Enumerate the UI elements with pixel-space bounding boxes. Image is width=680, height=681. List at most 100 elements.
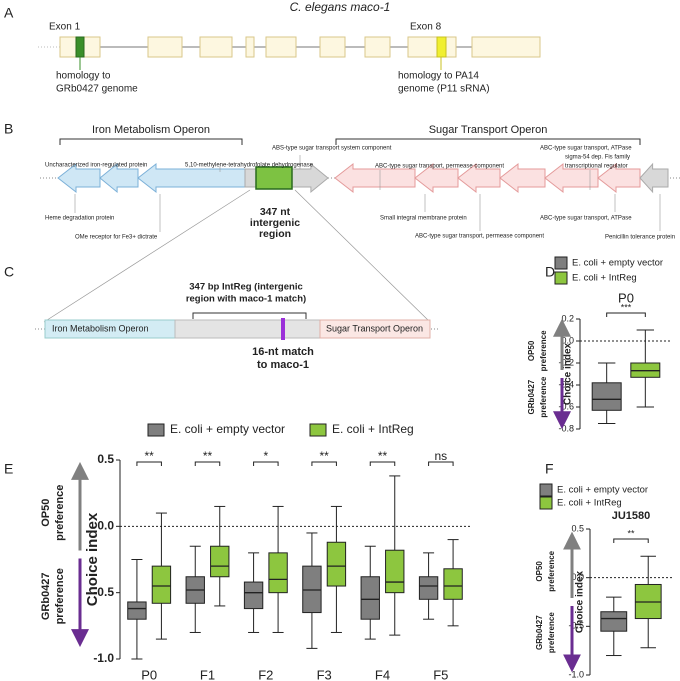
gene-label: ABC-type sugar transport, ATPase bbox=[540, 146, 632, 152]
significance: ns bbox=[434, 449, 447, 463]
box bbox=[360, 576, 380, 620]
label: Sugar Transport Operon bbox=[326, 323, 423, 333]
gene-arrow bbox=[639, 162, 669, 194]
intergenic-label: 347 nt bbox=[260, 206, 291, 218]
y-tick-label: -1.0 bbox=[93, 651, 114, 665]
preference-label: preference bbox=[547, 612, 556, 653]
label: genome (P11 sRNA) bbox=[398, 84, 490, 95]
gene-label: ABC-type sugar transport, ATPase bbox=[540, 216, 632, 222]
label: region with maco-1 match) bbox=[186, 294, 306, 305]
intergenic bbox=[255, 166, 293, 190]
box bbox=[385, 549, 405, 594]
preference-label: preference bbox=[539, 376, 548, 417]
x-tick-label: P0 bbox=[141, 667, 157, 681]
bracket bbox=[59, 138, 243, 145]
label: homology to PA14 bbox=[398, 71, 479, 82]
panel-label: F bbox=[545, 461, 554, 477]
y-tick-label: 0.0 bbox=[561, 335, 574, 345]
legend-swatch bbox=[554, 271, 568, 285]
match bbox=[281, 318, 285, 340]
preference-label: GRb0427 bbox=[527, 379, 536, 414]
exon bbox=[319, 36, 346, 58]
sig-bracket bbox=[194, 461, 221, 466]
gene-label: 5,10-methylene-tetrahydrofolate dehydrog… bbox=[185, 163, 314, 169]
gene-arrow bbox=[499, 162, 546, 194]
gene-label: Small integral membrane protein bbox=[380, 216, 467, 222]
label: GRb0427 genome bbox=[56, 84, 138, 95]
exon bbox=[147, 36, 183, 58]
exon bbox=[245, 36, 255, 58]
gene-label: OMe receptor for Fe3+ dictrate bbox=[75, 235, 158, 241]
y-tick-label: -0.5 bbox=[93, 585, 114, 599]
legend-label: E. coli + IntReg bbox=[332, 422, 414, 436]
gene-label: ABS-type sugar transport system componen… bbox=[272, 146, 392, 152]
exon bbox=[364, 36, 391, 58]
gene-label: sigma-54 dep. Fis family bbox=[565, 155, 630, 161]
y-tick-label: -0.6 bbox=[558, 401, 574, 411]
label: 347 bp IntReg (intergenic bbox=[189, 282, 303, 293]
legend-swatch bbox=[147, 423, 165, 437]
intergenic-label: intergenic bbox=[250, 217, 300, 229]
preference-label: GRb0427 bbox=[535, 615, 544, 650]
box bbox=[302, 565, 322, 614]
intergenic-region bbox=[174, 319, 321, 339]
box bbox=[127, 601, 147, 620]
x-tick-label: F2 bbox=[258, 667, 273, 681]
exon-1 bbox=[75, 36, 85, 58]
panel-label: B bbox=[4, 121, 13, 137]
preference-label: preference bbox=[54, 485, 66, 541]
x-tick-label: F4 bbox=[375, 667, 390, 681]
significance: * bbox=[263, 449, 268, 463]
y-tick-label: -0.5 bbox=[568, 621, 584, 631]
operon-label: Sugar Transport Operon bbox=[429, 124, 548, 136]
preference-label: GRb0427 bbox=[40, 572, 52, 620]
sig-bracket bbox=[369, 461, 396, 466]
box bbox=[591, 382, 622, 411]
gene-label: Heme degradation protein bbox=[45, 216, 114, 222]
y-label: Choice index bbox=[84, 512, 101, 606]
exon bbox=[199, 36, 233, 58]
y-tick-label: -0.4 bbox=[558, 379, 574, 389]
legend-label: E. coli + IntReg bbox=[557, 498, 622, 509]
gene-label: transcriptional regulator bbox=[565, 164, 628, 170]
panel-label: E bbox=[4, 461, 13, 477]
panel-label: A bbox=[4, 5, 14, 21]
x-tick-label: F5 bbox=[433, 667, 448, 681]
chart-title: P0 bbox=[618, 290, 634, 305]
preference-label: preference bbox=[54, 568, 66, 624]
sig-bracket bbox=[311, 461, 337, 466]
x-tick-label: F3 bbox=[317, 667, 332, 681]
y-label: Choice index bbox=[563, 342, 574, 405]
sig-bracket bbox=[613, 538, 649, 543]
y-tick-label: 0.0 bbox=[571, 572, 584, 582]
y-tick-label: 0.0 bbox=[97, 519, 114, 533]
sig-bracket bbox=[136, 461, 162, 466]
y-tick-label: 0.5 bbox=[97, 452, 114, 466]
intergenic-label: region bbox=[259, 228, 291, 240]
preference-label: OP50 bbox=[40, 499, 52, 527]
box bbox=[600, 611, 628, 632]
operon-label: Iron Metabolism Operon bbox=[92, 124, 210, 136]
legend-label: E. coli + IntReg bbox=[572, 273, 637, 284]
gene-title: C. elegans maco-1 bbox=[290, 0, 391, 14]
sig-bracket bbox=[428, 461, 454, 466]
legend-swatch bbox=[554, 256, 568, 270]
gene-label: Penicillin tolerance protein bbox=[605, 235, 675, 241]
significance: ** bbox=[144, 449, 154, 463]
label: homology to bbox=[56, 71, 111, 82]
label: 16-nt match bbox=[252, 346, 314, 358]
box bbox=[243, 581, 264, 610]
gene-label: ABC-type sugar transport, permease compo… bbox=[415, 234, 544, 240]
preference-label: preference bbox=[547, 550, 556, 591]
y-label: Choice index bbox=[575, 570, 586, 633]
sig-bracket bbox=[253, 461, 279, 466]
gene-label: Uncharacterized iron-regulated protein bbox=[45, 163, 147, 169]
box bbox=[268, 552, 288, 594]
sig-bracket bbox=[606, 312, 646, 317]
y-tick-label: 0.5 bbox=[571, 523, 584, 533]
legend-swatch bbox=[309, 423, 327, 437]
box bbox=[443, 568, 463, 600]
panel-label: D bbox=[545, 264, 555, 280]
preference-label: OP50 bbox=[535, 561, 544, 582]
